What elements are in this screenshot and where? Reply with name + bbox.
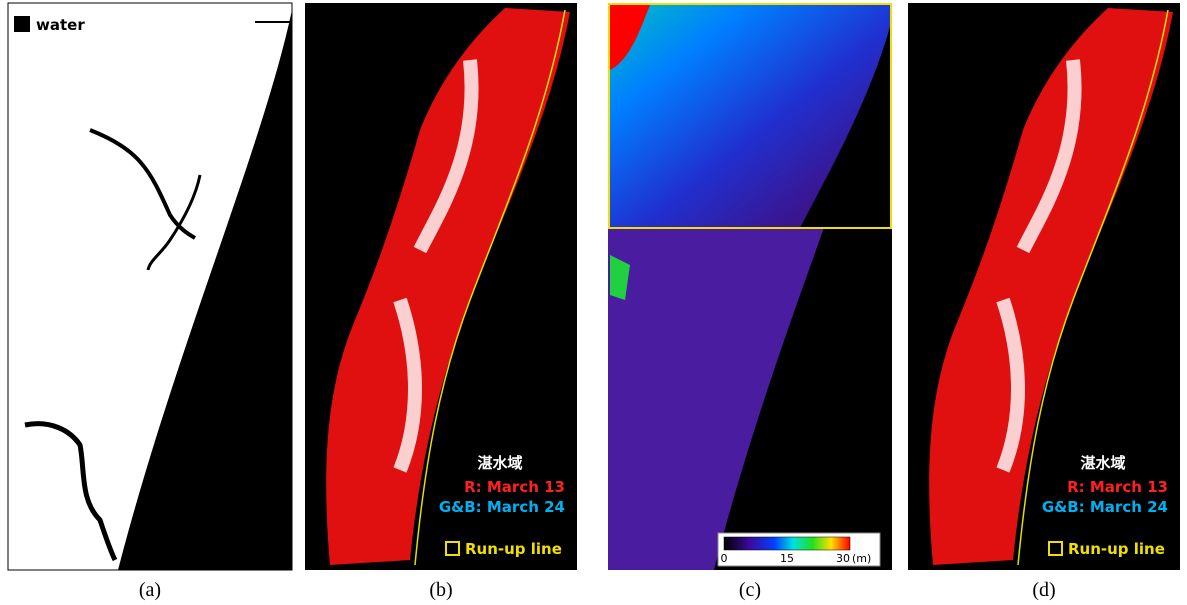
colorbar-unit: (m) — [852, 552, 871, 565]
caption: (b) — [429, 579, 452, 601]
caption: (d) — [1032, 579, 1055, 601]
legend-runup: Run-up line — [1068, 540, 1165, 558]
legend-water: water — [36, 16, 85, 34]
colorbar-tick-label: 0 — [721, 552, 728, 565]
legend-red: R: March 13 — [1067, 478, 1168, 496]
legend-blue: G&B: March 24 — [439, 498, 565, 516]
caption: (c) — [739, 579, 761, 601]
legend-blue: G&B: March 24 — [1042, 498, 1168, 516]
legend-title: 湛水域 — [477, 454, 522, 472]
panel-a — [8, 3, 292, 570]
colorbar-tick-label: 30 — [836, 552, 850, 565]
figure: water 湛水域 R: March 13 G&B: March 24 Run-… — [0, 0, 1187, 605]
panel-c — [608, 3, 892, 570]
colorbar-tick-label: 15 — [780, 552, 794, 565]
legend-red: R: March 13 — [464, 478, 565, 496]
legend-title: 湛水域 — [1080, 454, 1125, 472]
legend-runup: Run-up line — [465, 540, 562, 558]
caption: (a) — [139, 579, 161, 601]
